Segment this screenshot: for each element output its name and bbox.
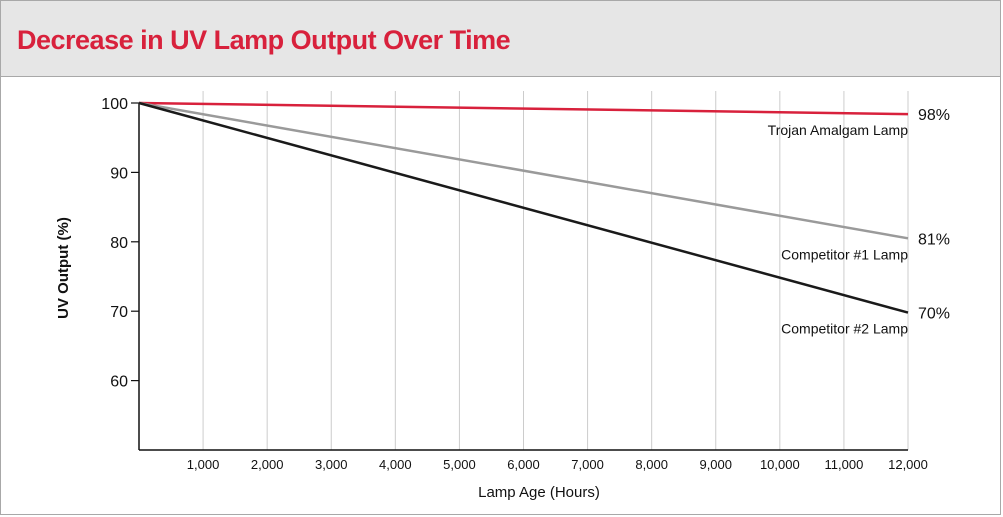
y-tick-label: 100 xyxy=(101,96,128,113)
series-end-value-label: 70% xyxy=(918,306,950,323)
series-line xyxy=(138,101,909,314)
series-name-label: Competitor #2 Lamp xyxy=(781,321,908,337)
x-tick-label: 8,000 xyxy=(635,457,668,472)
series-name-label: Trojan Amalgam Lamp xyxy=(768,122,909,138)
axes xyxy=(138,103,908,451)
series-line xyxy=(138,101,909,240)
x-tick-label: 5,000 xyxy=(443,457,476,472)
y-tick-label: 70 xyxy=(110,304,128,321)
series-labels: Trojan Amalgam Lamp 98% Competitor #1 Lamp… xyxy=(768,107,950,336)
series-end-value-label: 98% xyxy=(918,107,950,124)
y-tick-label: 80 xyxy=(110,235,128,252)
x-tick-label: 7,000 xyxy=(571,457,604,472)
x-tick-label: 11,000 xyxy=(825,457,864,472)
x-tick-label: 10,000 xyxy=(760,457,800,472)
y-tick-labels: 60 70 80 90 100 xyxy=(101,96,139,391)
x-tick-label: 1,000 xyxy=(187,457,220,472)
title-bar: Decrease in UV Lamp Output Over Time xyxy=(1,1,1000,77)
grid-lines xyxy=(202,91,909,450)
x-tick-label: 3,000 xyxy=(315,457,348,472)
y-tick-label: 90 xyxy=(110,165,128,182)
y-axis-label: UV Output (%) xyxy=(55,217,72,319)
series-line xyxy=(138,101,909,116)
x-tick-label: 12,000 xyxy=(888,457,928,472)
x-tick-label: 9,000 xyxy=(699,457,732,472)
series-end-value-label: 81% xyxy=(918,231,950,248)
x-tick-labels: 1,000 2,000 3,000 4,000 5,000 6,000 7,000 8,000… xyxy=(187,457,928,472)
x-axis-label: Lamp Age (Hours) xyxy=(478,484,600,501)
series-name-label: Competitor #1 Lamp xyxy=(781,246,908,262)
x-tick-label: 2,000 xyxy=(251,457,284,472)
y-tick-label: 60 xyxy=(110,374,128,391)
chart-title: Decrease in UV Lamp Output Over Time xyxy=(17,25,511,55)
x-tick-label: 6,000 xyxy=(507,457,540,472)
series-lines xyxy=(138,101,909,314)
x-tick-label: 4,000 xyxy=(379,457,412,472)
